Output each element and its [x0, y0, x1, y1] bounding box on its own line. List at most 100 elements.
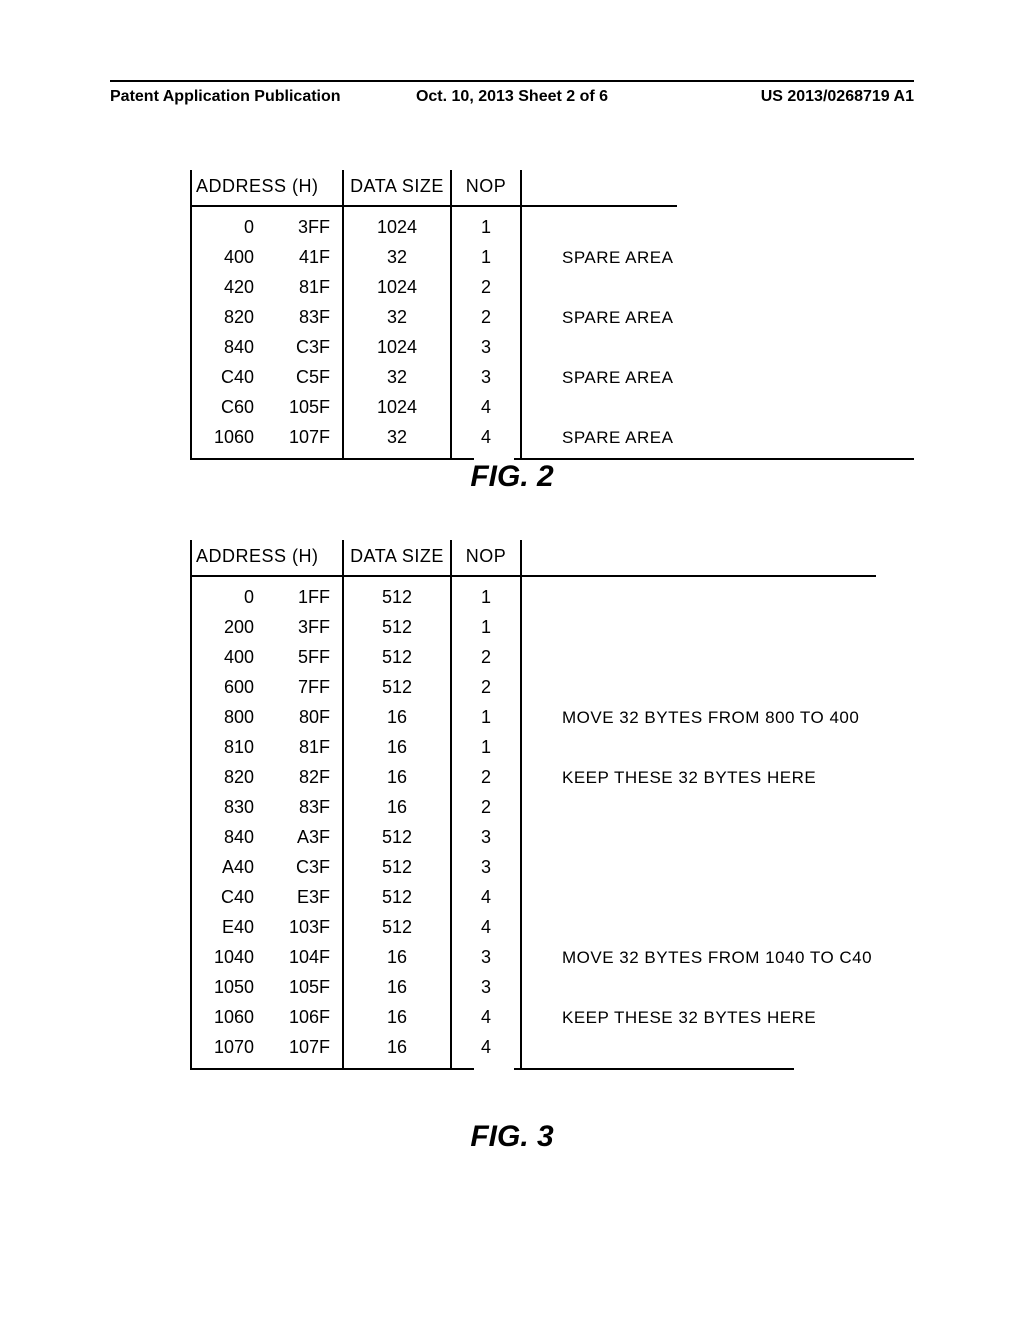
cell-nop: 4	[451, 1032, 521, 1068]
cell-data-size: 32	[343, 302, 451, 332]
cell-data-size: 512	[343, 882, 451, 912]
table-row: 1070107F164	[191, 1032, 876, 1068]
cell-note: SPARE AREA	[521, 362, 677, 392]
cell-nop: 1	[451, 612, 521, 642]
cell-addr-end: C3F	[262, 852, 343, 882]
cell-addr-start: 830	[191, 792, 262, 822]
cell-addr-end: 107F	[262, 1032, 343, 1068]
cell-data-size: 512	[343, 612, 451, 642]
figure-2-table: ADDRESS (H) DATA SIZE NOP 03FF1024140041…	[190, 170, 914, 460]
cell-addr-start: 840	[191, 822, 262, 852]
table-row: 1060106F164KEEP THESE 32 BYTES HERE	[191, 1002, 876, 1032]
table-row: E40103F5124	[191, 912, 876, 942]
table-row: 80080F161MOVE 32 BYTES FROM 800 TO 400	[191, 702, 876, 732]
cell-nop: 1	[451, 732, 521, 762]
cell-addr-start: 0	[191, 206, 262, 242]
cell-nop: 1	[451, 206, 521, 242]
table-fig3: ADDRESS (H) DATA SIZE NOP 01FF51212003FF…	[190, 540, 876, 1068]
cell-addr-end: 106F	[262, 1002, 343, 1032]
figure-3-table: ADDRESS (H) DATA SIZE NOP 01FF51212003FF…	[190, 540, 914, 1070]
cell-note: MOVE 32 BYTES FROM 800 TO 400	[521, 702, 876, 732]
table-row: 1050105F163	[191, 972, 876, 1002]
cell-addr-end: 1FF	[262, 576, 343, 612]
cell-data-size: 1024	[343, 332, 451, 362]
cell-addr-end: 5FF	[262, 642, 343, 672]
cell-note	[521, 852, 876, 882]
page-header: Patent Application Publication Oct. 10, …	[110, 88, 914, 106]
cell-addr-start: 1050	[191, 972, 262, 1002]
cell-data-size: 512	[343, 912, 451, 942]
table-row: C40E3F5124	[191, 882, 876, 912]
cell-nop: 3	[451, 362, 521, 392]
cell-data-size: 512	[343, 576, 451, 612]
cell-addr-end: C5F	[262, 362, 343, 392]
cell-note: SPARE AREA	[521, 302, 677, 332]
cell-nop: 2	[451, 672, 521, 702]
header-rule	[110, 80, 914, 82]
figure-3-caption: FIG. 3	[470, 1120, 553, 1154]
cell-nop: 1	[451, 576, 521, 612]
table-row: 83083F162	[191, 792, 876, 822]
cell-addr-end: A3F	[262, 822, 343, 852]
cell-data-size: 32	[343, 422, 451, 458]
table-header-row: ADDRESS (H) DATA SIZE NOP	[191, 170, 677, 206]
cell-note	[521, 332, 677, 362]
table-header-row: ADDRESS (H) DATA SIZE NOP	[191, 540, 876, 576]
cell-nop: 2	[451, 272, 521, 302]
cell-addr-start: 820	[191, 302, 262, 332]
cell-data-size: 512	[343, 852, 451, 882]
cell-nop: 4	[451, 912, 521, 942]
cell-addr-start: A40	[191, 852, 262, 882]
cell-addr-end: 103F	[262, 912, 343, 942]
cell-note	[521, 206, 677, 242]
cell-data-size: 1024	[343, 272, 451, 302]
cell-addr-start: 820	[191, 762, 262, 792]
cell-addr-start: 400	[191, 642, 262, 672]
cell-addr-start: 1060	[191, 1002, 262, 1032]
table-row: 840A3F5123	[191, 822, 876, 852]
cell-note	[521, 732, 876, 762]
col-nop: NOP	[451, 540, 521, 576]
cell-data-size: 1024	[343, 206, 451, 242]
cell-addr-start: C40	[191, 882, 262, 912]
table-row: 1060107F324SPARE AREA	[191, 422, 677, 458]
table-fig2: ADDRESS (H) DATA SIZE NOP 03FF1024140041…	[190, 170, 677, 458]
cell-data-size: 16	[343, 792, 451, 822]
table-row: 42081F10242	[191, 272, 677, 302]
cell-addr-start: 200	[191, 612, 262, 642]
cell-data-size: 1024	[343, 392, 451, 422]
cell-note	[521, 642, 876, 672]
cell-addr-start: 600	[191, 672, 262, 702]
cell-addr-end: 41F	[262, 242, 343, 272]
cell-addr-start: C60	[191, 392, 262, 422]
cell-addr-end: 3FF	[262, 612, 343, 642]
cell-data-size: 16	[343, 762, 451, 792]
table-row: A40C3F5123	[191, 852, 876, 882]
table-row: 81081F161	[191, 732, 876, 762]
cell-note	[521, 1032, 876, 1068]
cell-addr-end: 83F	[262, 302, 343, 332]
cell-addr-start: C40	[191, 362, 262, 392]
table-row: 40041F321SPARE AREA	[191, 242, 677, 272]
cell-note	[521, 672, 876, 702]
cell-note: MOVE 32 BYTES FROM 1040 TO C40	[521, 942, 876, 972]
cell-addr-end: E3F	[262, 882, 343, 912]
cell-data-size: 512	[343, 822, 451, 852]
table-row: 82082F162KEEP THESE 32 BYTES HERE	[191, 762, 876, 792]
cell-note: KEEP THESE 32 BYTES HERE	[521, 762, 876, 792]
col-datasize: DATA SIZE	[343, 170, 451, 206]
table-row: C40C5F323SPARE AREA	[191, 362, 677, 392]
cell-data-size: 16	[343, 732, 451, 762]
cell-data-size: 512	[343, 672, 451, 702]
table-row: 2003FF5121	[191, 612, 876, 642]
cell-nop: 2	[451, 302, 521, 332]
cell-data-size: 32	[343, 362, 451, 392]
cell-note: KEEP THESE 32 BYTES HERE	[521, 1002, 876, 1032]
cell-note	[521, 612, 876, 642]
cell-addr-end: 7FF	[262, 672, 343, 702]
cell-note	[521, 912, 876, 942]
cell-data-size: 16	[343, 702, 451, 732]
col-note	[521, 540, 876, 576]
cell-note	[521, 972, 876, 1002]
cell-addr-end: 105F	[262, 972, 343, 1002]
